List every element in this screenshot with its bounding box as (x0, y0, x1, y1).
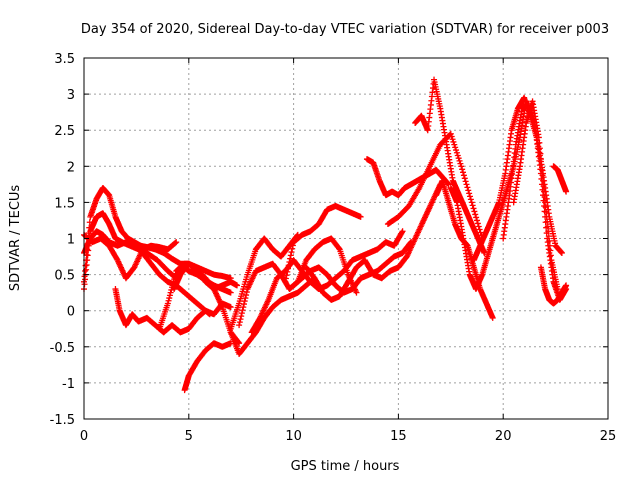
series-track-9 (227, 275, 318, 358)
series-track-18 (384, 130, 486, 242)
y-tick-label: 0.5 (54, 269, 75, 284)
x-tick-label: 0 (80, 429, 88, 444)
data-point-markers (537, 264, 570, 307)
x-axis-label: GPS time / hours (291, 459, 400, 474)
series-track-20 (447, 98, 530, 293)
data-point-markers (181, 340, 234, 394)
data-point-markers (384, 130, 486, 242)
axis-ticks: 0 5 10 15 20 25 -1.5 -1 -0.5 0 0.5 1 1.5 2 2.5 3 3.5 (50, 52, 617, 444)
data-point-markers (303, 181, 444, 303)
x-tick-label: 10 (285, 429, 302, 444)
x-tick-label: 5 (185, 429, 193, 444)
y-tick-label: 3.5 (54, 52, 75, 67)
data-point-markers (227, 231, 301, 332)
series-track-7 (181, 340, 234, 394)
series-track-24 (550, 163, 570, 195)
data-point-markers (112, 286, 234, 336)
series-track-25 (537, 264, 570, 307)
chart-title: Day 354 of 2020, Sidereal Day-to-day VTE… (81, 22, 609, 37)
series-track-15 (303, 181, 444, 303)
y-tick-label: -1 (62, 377, 75, 392)
data-point-markers (282, 203, 364, 285)
y-tick-label: 1.5 (54, 196, 75, 211)
series-track-11 (236, 235, 360, 329)
y-tick-label: 3 (67, 88, 75, 103)
x-tick-label: 15 (390, 429, 407, 444)
series-track-4 (112, 286, 234, 336)
data-points (81, 76, 570, 394)
x-tick-label: 25 (600, 429, 617, 444)
y-tick-label: -1.5 (50, 413, 75, 428)
data-point-markers (227, 275, 318, 358)
data-point-markers (550, 163, 570, 195)
y-tick-label: 2 (67, 160, 75, 175)
y-tick-label: -0.5 (50, 341, 75, 356)
y-axis-label: SDTVAR / TECUs (8, 185, 23, 292)
y-tick-label: 1 (67, 233, 75, 248)
y-tick-label: 2.5 (54, 124, 75, 139)
data-point-markers (447, 98, 530, 293)
series-track-13 (282, 203, 364, 285)
y-tick-label: 0 (67, 305, 75, 320)
series-track-10 (227, 231, 301, 332)
data-point-markers (236, 235, 360, 329)
x-tick-label: 20 (495, 429, 512, 444)
